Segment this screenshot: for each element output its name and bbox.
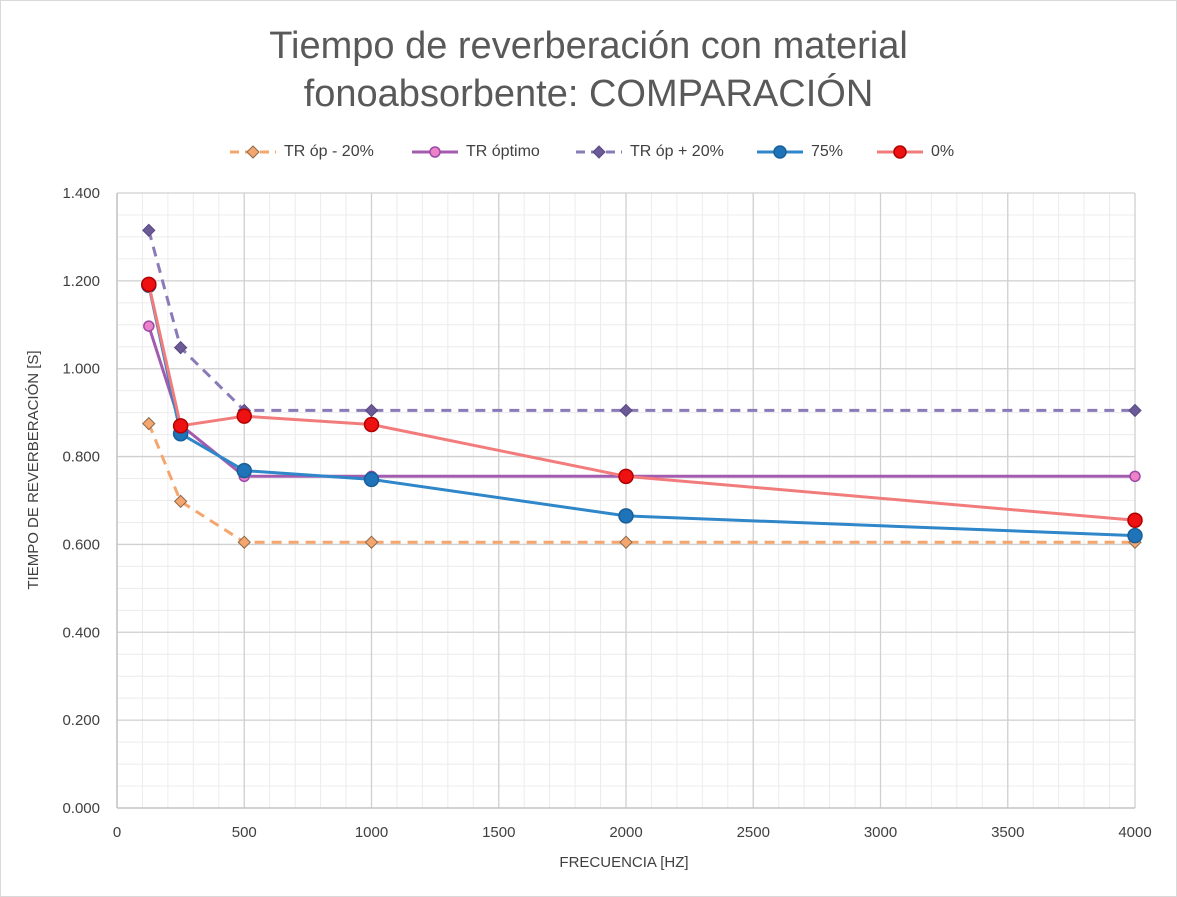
series-tr-p-20-line (149, 424, 1135, 543)
series-tr-p-20-point (1129, 404, 1141, 416)
series-75-point (365, 472, 379, 486)
series-0-point (237, 409, 251, 423)
y-axis-title: TIEMPO DE REVERBERACIÓN [S] (25, 350, 42, 589)
series-tr-p-20-point (143, 418, 155, 430)
x-tick-label: 1000 (355, 824, 388, 841)
series-75-point (619, 509, 633, 523)
series-layer (142, 224, 1142, 548)
x-tick-label: 2000 (609, 824, 642, 841)
x-tick-label: 3000 (864, 824, 897, 841)
x-tick-label: 500 (232, 824, 257, 841)
series-75-point (237, 464, 251, 478)
series-0-point (174, 419, 188, 433)
y-tick-label: 1.200 (62, 273, 100, 290)
series-tr-p-20-line (149, 230, 1135, 410)
series-0-point (619, 469, 633, 483)
y-tick-label: 0.800 (62, 449, 100, 466)
y-tick-label: 0.600 (62, 536, 100, 553)
x-tick-label: 1500 (482, 824, 515, 841)
series-tr-ptimo-line (149, 326, 1135, 476)
x-tick-label: 2500 (737, 824, 770, 841)
y-tick-label: 1.000 (62, 361, 100, 378)
series-tr-p-20-point (366, 536, 378, 548)
series-tr-ptimo-point (144, 321, 154, 331)
y-tick-label: 0.000 (62, 800, 100, 817)
x-tick-label: 0 (113, 824, 121, 841)
x-axis-title: FRECUENCIA [HZ] (559, 854, 688, 871)
series-0-line (149, 284, 1135, 520)
series-tr-p-20-point (620, 536, 632, 548)
y-tick-label: 1.400 (62, 185, 100, 202)
series-tr-p-20-point (366, 404, 378, 416)
x-tick-label: 4000 (1118, 824, 1151, 841)
series-tr-ptimo-point (1130, 471, 1140, 481)
series-75-point (1128, 529, 1142, 543)
series-0-point (1128, 513, 1142, 527)
series-0-point (142, 277, 156, 291)
series-tr-p-20-point (143, 224, 155, 236)
y-tick-label: 0.200 (62, 712, 100, 729)
x-tick-label: 3500 (991, 824, 1024, 841)
series-0-point (365, 418, 379, 432)
series-tr-p-20-point (620, 404, 632, 416)
y-tick-label: 0.400 (62, 624, 100, 641)
